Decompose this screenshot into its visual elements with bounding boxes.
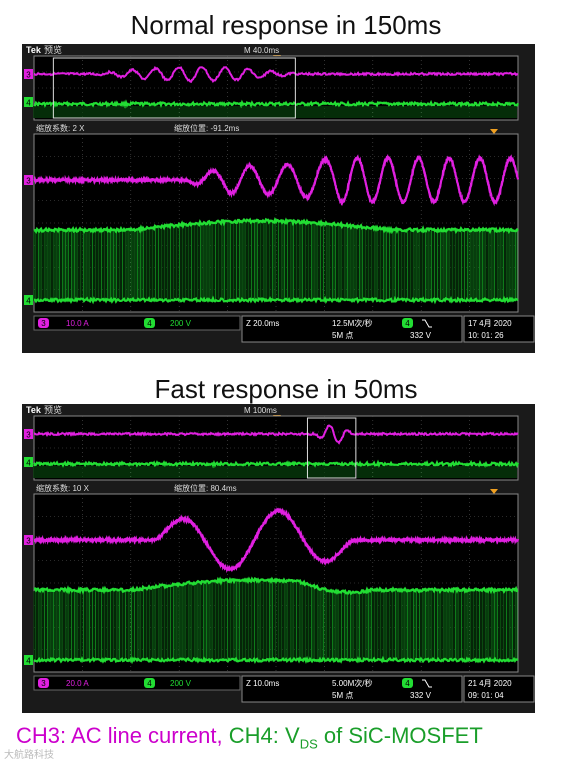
caption-ch4: CH4: VDS of SiC-MOSFET — [228, 723, 483, 752]
scope1-sample-rate: 5.00M次/秒 — [332, 678, 372, 688]
scope1-zoom-trigger-icon — [490, 489, 498, 494]
scope0-date: 17 4月 2020 — [468, 319, 512, 328]
scope0-zoom-box — [52, 57, 296, 119]
scope1-overview-timebase: M 100ms — [244, 406, 277, 415]
scope1-overview-ch4-marker — [24, 457, 33, 467]
scope1-overview-ch4 — [33, 459, 520, 469]
scope1-ch4-scale-badge — [144, 678, 155, 688]
chart-title-normal: Normal response in 150ms — [130, 10, 442, 40]
scope0-time: 10: 01: 26 — [468, 331, 504, 340]
scope1-overview-ch3 — [33, 424, 519, 445]
scope0-ch-scale-box — [33, 315, 241, 331]
scope1-ch-scale-box — [33, 675, 241, 691]
scope1-overview-ch4-marker-label: 4 — [26, 459, 31, 468]
scope0-ch4-top — [33, 217, 519, 235]
scope1-time: 09: 01: 04 — [468, 691, 504, 700]
scope1-zoom-factor: 缩放系数: 10 X — [36, 483, 90, 493]
scope1-ch3-scale-badge-label: 3 — [41, 679, 46, 688]
chart-title-fast: Fast response in 50ms — [154, 374, 418, 404]
scope0-record-length: 5M 点 — [332, 331, 353, 340]
scope1-overview-ch3-marker-label: 3 — [26, 431, 31, 440]
scope1-main-ch4-marker-label: 4 — [26, 657, 31, 666]
scope1-ch4-scale: 200 V — [170, 679, 192, 688]
scope1-main-ch4-marker — [24, 655, 33, 665]
channel-caption: CH3: AC line current, CH4: VDS of SiC-MO… — [16, 723, 572, 751]
scope0-timebase: Z 20.0ms — [246, 319, 279, 328]
scope0-mode: 预览 — [44, 44, 62, 55]
scope0-overview-timebase: M 40.0ms — [244, 46, 279, 55]
caption-ch4-suffix: of SiC-MOSFET — [317, 723, 483, 748]
scope0-main-ch4-marker-label: 4 — [26, 297, 31, 306]
scope0-zoom-position: 缩放位置: -91.2ms — [174, 123, 239, 133]
scope0-overview-ch4 — [33, 99, 519, 109]
scope1-ch3-scale: 20.0 A — [66, 679, 89, 688]
scope0-ch4-scale-badge-label: 4 — [147, 319, 152, 328]
scope1-zoom-box — [306, 417, 357, 479]
caption-ch3: CH3: AC line current, — [16, 723, 223, 748]
scope1-ch4-bottom — [33, 655, 519, 665]
scope0-date-box — [463, 315, 535, 343]
scope-plot-fast: Tek 预览 M 100ms 3 4 缩放系数: 10 X 缩放位置: 80.4ms 3 4 3 2… — [24, 404, 535, 703]
scope1-ch3-scale-badge — [38, 678, 49, 688]
scope0-overview-ch3 — [33, 65, 519, 84]
scope0-ch4-scale: 200 V — [170, 319, 192, 328]
scope1-date: 21 4月 2020 — [468, 679, 512, 688]
scope1-mode: 预览 — [44, 404, 62, 415]
scope1-trigger-badge — [402, 678, 413, 688]
scope1-main-ch3-marker-label: 3 — [26, 537, 31, 546]
scope0-trigger-level: 332 V — [410, 331, 432, 340]
scope0-ch4-scale-badge — [144, 318, 155, 328]
scope0-overview-ch4-marker-label: 4 — [26, 99, 31, 108]
oscilloscope-screen-normal: Tek 预览 M 40.0ms 3 4 缩放系数: 2 X 缩放位置: -91.2ms 3 4 3… — [22, 44, 535, 353]
scope1-timebase: Z 10.0ms — [246, 679, 279, 688]
scope1-brand: Tek — [26, 405, 42, 415]
caption-ch4-sub: DS — [299, 736, 318, 752]
scope0-ch3-scale-badge — [38, 318, 49, 328]
scope1-date-box — [463, 675, 535, 703]
scope1-trigger-channel: 4 — [405, 679, 410, 688]
scope0-main-ch3-marker-label: 3 — [26, 177, 31, 186]
scope0-falling-edge-icon — [422, 319, 432, 328]
watermark: 大航路科技 — [4, 750, 54, 761]
scope0-trigger-channel: 4 — [405, 319, 410, 328]
scope0-overview-ch3-marker — [24, 69, 33, 79]
oscilloscope-screen-fast: Tek 预览 M 100ms 3 4 缩放系数: 10 X 缩放位置: 80.4ms 3 4 3 2… — [22, 404, 535, 713]
scope0-sample-rate: 12.5M次/秒 — [332, 318, 372, 328]
scope0-brand: Tek — [26, 45, 42, 55]
scope1-record-length: 5M 点 — [332, 691, 353, 700]
scope1-ch3-wave — [33, 507, 520, 574]
scope0-zoom-trigger-icon — [490, 129, 498, 134]
scope1-trigger-level: 332 V — [410, 691, 432, 700]
scope1-overview-ch3-marker — [24, 429, 33, 439]
scope0-trigger-badge — [402, 318, 413, 328]
scope0-ch3-wave — [33, 153, 520, 207]
caption-ch4-prefix: CH4: V — [228, 723, 300, 748]
scope1-zoom-position: 缩放位置: 80.4ms — [174, 483, 237, 493]
scope1-ch4-top — [33, 576, 519, 596]
scope0-main-ch4-marker — [24, 295, 33, 305]
scope0-overview-ch4-marker — [24, 97, 33, 107]
scope0-ch3-scale-badge-label: 3 — [41, 319, 46, 328]
scope0-overview-ch3-marker-label: 3 — [26, 71, 31, 80]
scope0-ch4-bottom — [33, 295, 519, 305]
scope0-zoom-factor: 缩放系数: 2 X — [36, 123, 85, 133]
scope1-falling-edge-icon — [422, 679, 432, 688]
scope0-main-ch3-marker — [24, 175, 33, 185]
scope1-main-ch3-marker — [24, 535, 33, 545]
scope0-ch3-scale: 10.0 A — [66, 319, 89, 328]
scope1-ch4-scale-badge-label: 4 — [147, 679, 152, 688]
